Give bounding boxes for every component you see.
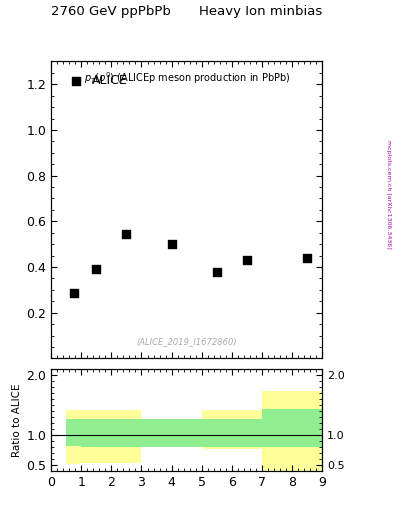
ALICE: [169, 240, 175, 248]
Text: (ALICE_2019_I1672860): (ALICE_2019_I1672860): [136, 337, 237, 347]
ALICE: [93, 265, 99, 273]
Y-axis label: Ratio to ALICE: Ratio to ALICE: [12, 383, 22, 457]
ALICE: [71, 289, 77, 297]
ALICE: [123, 230, 130, 238]
ALICE: [304, 254, 310, 262]
Legend: ALICE: ALICE: [57, 68, 134, 93]
ALICE: [214, 267, 220, 275]
Text: 2760 GeV ppPbPb: 2760 GeV ppPbPb: [51, 5, 171, 18]
ALICE: [244, 256, 250, 264]
Text: $p_T(\rho^0)$ (ALICEp meson production in PbPb): $p_T(\rho^0)$ (ALICEp meson production i…: [84, 70, 290, 86]
Text: mcplots.cern.ch [arXiv:1306.3436]: mcplots.cern.ch [arXiv:1306.3436]: [386, 140, 391, 249]
Text: Heavy Ion minbias: Heavy Ion minbias: [199, 5, 322, 18]
